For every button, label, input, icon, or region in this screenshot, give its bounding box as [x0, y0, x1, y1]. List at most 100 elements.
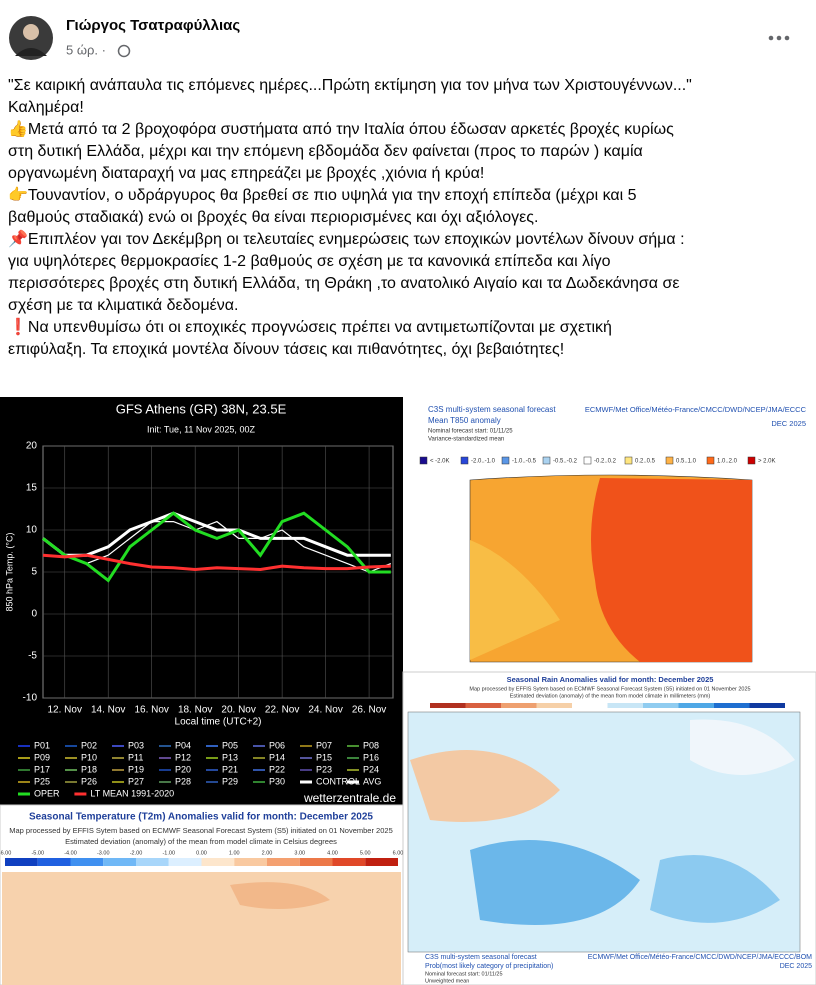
post-line: σχέση με τα κλιματικά δεδομένα. [8, 297, 239, 314]
scale-cell [536, 703, 572, 708]
map-subtitle: Estimated deviation (anomaly) of the mea… [510, 693, 711, 699]
map-region [230, 882, 330, 909]
legend-swatch [624, 456, 633, 465]
y-tick-label: 10 [26, 525, 38, 536]
map-title: Seasonal Temperature (T2m) Anomalies val… [29, 812, 373, 823]
scale-cell [714, 703, 750, 708]
x-tick-label: 24. Nov [308, 705, 342, 716]
scale-cell [136, 858, 169, 866]
y-tick-label: 5 [31, 567, 37, 578]
x-tick-label: 18. Nov [178, 705, 212, 716]
map-subtitle: Map processed by EFFIS Sytem based on EC… [469, 686, 750, 692]
map-title: Seasonal Rain Anomalies valid for month:… [507, 675, 714, 684]
map-header: Nominal forecast start: 01/11/25 [428, 429, 513, 435]
legend-label: P02 [81, 740, 97, 750]
avatar-face [23, 24, 39, 40]
legend-label: P04 [175, 740, 191, 750]
timestamp[interactable]: 5 ώρ. · [66, 42, 106, 57]
map-footer: Unweighted mean [425, 978, 469, 984]
map-region [591, 478, 752, 662]
post-line: περισσότερες βροχές στη δυτική Ελλάδα, τ… [8, 275, 679, 292]
scale-label: -1.00 [162, 850, 175, 856]
more-button[interactable] [768, 35, 790, 41]
post-line: ❗Να υπενθυμίσω ότι οι εποχικές προγνώσει… [8, 317, 612, 336]
y-tick-label: 0 [31, 609, 37, 620]
legend-label: P27 [128, 776, 144, 786]
series-line [42, 553, 391, 571]
post-line: 👍Μετά από τα 2 βροχοφόρα συστήματα από τ… [8, 119, 674, 138]
legend-label: -2.0..-1.0 [471, 459, 496, 465]
legend-label: P07 [316, 740, 332, 750]
map-footer: C3S multi-system seasonal forecast [425, 954, 537, 961]
x-tick-label: 14. Nov [91, 705, 125, 716]
map-footer: Prob(most likely category of precipitati… [425, 963, 553, 970]
legend-label: -1.0..-0.5 [512, 459, 537, 465]
y-tick-label: 20 [26, 441, 38, 452]
source: wetterzentrale.de [303, 791, 396, 805]
legend-label: P03 [128, 740, 144, 750]
map-region [470, 840, 640, 925]
legend-label: P23 [316, 764, 332, 774]
map-subtitle: Map processed by EFFIS Sytem based on EC… [9, 826, 393, 835]
legend-label: < -2.0K [430, 459, 450, 465]
map-subtitle: Estimated deviation (anomaly) of the mea… [65, 837, 337, 846]
map-month: DEC 2025 [771, 419, 806, 428]
scale-cell [465, 703, 501, 708]
avatar-body [15, 48, 47, 56]
scale-cell [5, 858, 38, 866]
legend-label: P17 [34, 764, 50, 774]
map-header: Mean T850 anomaly [428, 416, 501, 425]
scale-label: -4.00 [64, 850, 77, 856]
post-line: για υψηλότερες θερμοκρασίες 1-2 βαθμούς … [8, 253, 611, 270]
legend-label: P15 [316, 752, 332, 762]
scale-cell [643, 703, 679, 708]
scale-cell [103, 858, 136, 866]
post-line: 👉Τουναντίον, ο υδράργυρος θα βρεθεί σε π… [8, 186, 637, 204]
post-line: "Σε καιρική ανάπαυλα τις επόμενες ημέρες… [8, 77, 692, 94]
legend-label: P01 [34, 740, 50, 750]
legend-swatch [501, 456, 510, 465]
scale-cell [365, 858, 398, 866]
scale-label: 3.00 [294, 850, 305, 856]
x-tick-label: 26. Nov [352, 705, 386, 716]
legend-label: P20 [175, 764, 191, 774]
series-line [42, 511, 391, 583]
legend-label: OPER [34, 788, 60, 798]
chart-subtitle: Init: Tue, 11 Nov 2025, 00Z [147, 424, 255, 434]
x-tick-label: 16. Nov [134, 705, 168, 716]
scale-label: 2.00 [262, 850, 273, 856]
scale-cell [70, 858, 104, 866]
map-agencies: ECMWF/Met Office/Météo-France/CMCC/DWD/N… [588, 954, 812, 961]
legend-swatch [419, 456, 428, 465]
x-tick-label: 12. Nov [48, 705, 82, 716]
map-region [470, 540, 560, 660]
scale-label: 4.00 [327, 850, 338, 856]
scale-label: 0.00 [196, 850, 207, 856]
legend-label: -0.2..0.2 [594, 459, 617, 465]
map-month: DEC 2025 [780, 963, 812, 970]
legend-swatch [665, 456, 674, 465]
legend-swatch [460, 456, 469, 465]
legend-label: LT MEAN 1991-2020 [90, 788, 174, 798]
legend-label: AVG [363, 776, 381, 786]
scale-label: 1.00 [229, 850, 240, 856]
legend-label: 0.5..1.0 [676, 459, 697, 465]
scale-label: -5.00 [31, 850, 44, 856]
scale-label: 5.00 [360, 850, 371, 856]
legend-label: P14 [269, 752, 285, 762]
legend-swatch [747, 456, 756, 465]
author[interactable]: Γιώργος Τσατραφύλλιας [66, 17, 240, 34]
legend-label: CONTROL [316, 776, 360, 786]
post-line: επιφύλαξη. Τα εποχικά μοντέλα δίνουν τάσ… [8, 341, 564, 358]
y-axis-label: 850 hPa Temp. (°C) [4, 533, 14, 612]
legend-label: P19 [128, 764, 144, 774]
legend-label: P30 [269, 776, 285, 786]
map-header: Variance-standardized mean [428, 437, 504, 443]
legend-swatch [706, 456, 715, 465]
scale-cell [501, 703, 537, 708]
map-region [410, 750, 560, 822]
legend-label: P28 [175, 776, 191, 786]
scale-cell [168, 858, 202, 866]
x-axis-label: Local time (UTC+2) [175, 717, 262, 728]
